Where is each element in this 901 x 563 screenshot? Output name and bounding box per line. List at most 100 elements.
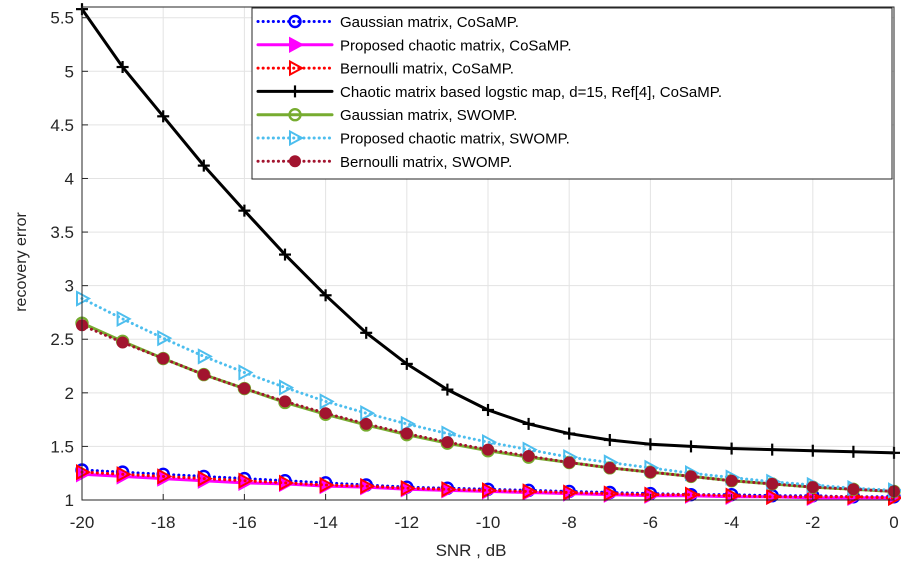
series-3 xyxy=(76,463,901,507)
data-point xyxy=(725,474,738,487)
data-point xyxy=(644,466,657,479)
data-point xyxy=(441,436,454,449)
data-point xyxy=(279,474,295,492)
data-point xyxy=(400,427,413,440)
data-point xyxy=(522,483,538,500)
data-point xyxy=(157,468,173,485)
x-tick-label: -12 xyxy=(395,513,420,532)
series-line xyxy=(80,297,896,492)
data-point xyxy=(279,248,291,261)
data-point xyxy=(76,290,92,307)
x-tick-label: -20 xyxy=(70,513,95,532)
x-tick-label: -4 xyxy=(724,513,739,532)
data-point xyxy=(603,461,616,474)
legend-box xyxy=(251,7,893,180)
legend-item-5: Gaussian matrix, SWOMP. xyxy=(256,107,517,124)
data-point xyxy=(563,456,576,469)
data-point xyxy=(766,477,779,490)
data-point xyxy=(563,484,579,501)
data-point xyxy=(157,110,170,123)
data-point xyxy=(441,383,454,396)
legend-marker xyxy=(289,59,305,77)
legend-label: Bernoulli matrix, SWOMP. xyxy=(340,154,512,171)
data-point xyxy=(725,442,738,455)
data-point xyxy=(157,352,170,365)
data-point xyxy=(603,433,616,446)
data-point xyxy=(319,289,332,302)
data-point xyxy=(238,364,254,381)
data-point xyxy=(279,379,295,396)
y-tick-label: 2.5 xyxy=(50,330,74,349)
x-tick-label: -2 xyxy=(805,513,820,532)
data-point xyxy=(603,485,619,502)
legend-marker xyxy=(289,155,301,168)
legend-label: Gaussian matrix, SWOMP. xyxy=(340,107,517,124)
data-point xyxy=(482,403,494,416)
data-point xyxy=(685,440,697,453)
data-point xyxy=(360,326,373,339)
y-tick-label: 4.5 xyxy=(50,116,74,135)
y-tick-label: 1 xyxy=(65,491,74,510)
data-point xyxy=(400,415,416,433)
data-point xyxy=(279,395,291,408)
data-point xyxy=(400,357,413,370)
legend-item-6: Proposed chaotic matrix, SWOMP. xyxy=(256,129,570,148)
y-tick-label: 5.5 xyxy=(50,9,74,28)
x-tick-label: 0 xyxy=(889,513,898,532)
data-point xyxy=(76,463,92,481)
data-point xyxy=(806,444,819,457)
y-axis-label: recovery error xyxy=(13,212,30,312)
data-point xyxy=(197,368,210,381)
data-point xyxy=(400,480,416,497)
data-point xyxy=(116,336,129,349)
data-point xyxy=(441,481,457,498)
x-tick-label: -8 xyxy=(562,513,577,532)
legend-item-1: Gaussian matrix, CoSaMP. xyxy=(256,14,519,31)
legend-marker xyxy=(288,107,302,122)
legend-label: Proposed chaotic matrix, CoSaMP. xyxy=(340,37,572,54)
legend-marker xyxy=(289,129,305,147)
series-line xyxy=(80,470,896,500)
data-point xyxy=(806,481,819,494)
legend-item-7: Bernoulli matrix, SWOMP. xyxy=(256,154,512,171)
y-tick-label: 3 xyxy=(65,277,74,296)
data-point xyxy=(644,486,660,503)
y-tick-label: 3.5 xyxy=(50,223,74,242)
data-point xyxy=(563,427,576,440)
legend-item-3: Bernoulli matrix, CoSaMP. xyxy=(256,59,514,78)
legend-items: Gaussian matrix, CoSaMP. Proposed chaotic… xyxy=(256,14,722,171)
data-point xyxy=(238,382,251,395)
data-point xyxy=(685,486,701,503)
data-point xyxy=(725,487,741,504)
series-7 xyxy=(76,319,900,498)
axis-ticks: -20 -18 -16 -14 -12 -10 -8 -6 -4 -2 011.522.533.54… xyxy=(50,9,898,532)
data-point xyxy=(766,443,779,456)
data-point xyxy=(319,393,335,410)
data-point xyxy=(319,476,335,494)
data-point xyxy=(685,470,697,483)
data-point xyxy=(522,417,535,430)
legend-item-4: Chaotic matrix based logstic map, d=15, … xyxy=(256,84,722,101)
y-tick-label: 2 xyxy=(65,384,74,403)
legend: Gaussian matrix, CoSaMP. Proposed chaotic… xyxy=(251,7,893,180)
x-tick-label: -6 xyxy=(643,513,658,532)
data-point xyxy=(847,483,860,496)
x-tick-label: -14 xyxy=(313,513,338,532)
data-point xyxy=(644,438,657,451)
x-axis-label: SNR , dB xyxy=(436,541,507,560)
data-point xyxy=(116,61,129,74)
x-tick-label: -18 xyxy=(151,513,176,532)
legend-marker xyxy=(289,85,301,98)
data-point xyxy=(360,477,376,495)
legend-marker xyxy=(289,36,305,53)
data-point xyxy=(197,159,210,172)
legend-item-2: Proposed chaotic matrix, CoSaMP. xyxy=(256,36,572,54)
legend-label: Proposed chaotic matrix, SWOMP. xyxy=(340,131,570,148)
data-point xyxy=(522,450,535,463)
data-point xyxy=(360,405,376,422)
data-point xyxy=(319,407,332,420)
data-point xyxy=(238,472,254,489)
series-group xyxy=(75,3,901,507)
legend-label: Bernoulli matrix, CoSaMP. xyxy=(340,61,514,78)
data-point xyxy=(116,310,132,328)
